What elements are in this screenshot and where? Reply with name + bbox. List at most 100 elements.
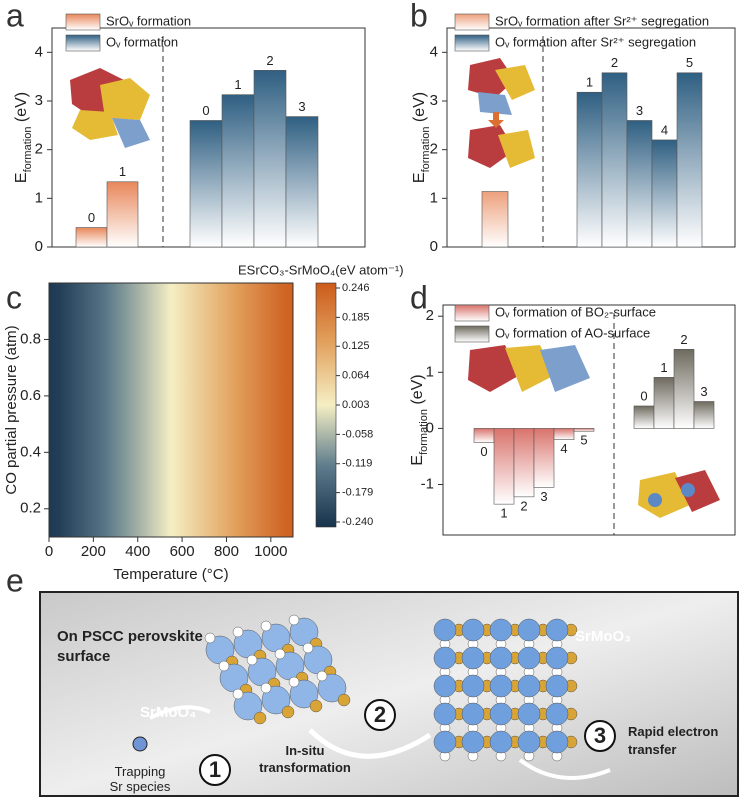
bar (481, 191, 509, 248)
bar-label: 4 (560, 441, 567, 456)
bar (106, 181, 139, 248)
panel-label: a (6, 0, 24, 33)
plot-frame (48, 282, 294, 538)
heat-cell (237, 283, 261, 537)
atom (232, 688, 244, 700)
structure-sketch (70, 58, 720, 518)
panel-label: c (6, 279, 22, 315)
bar (221, 94, 255, 248)
legend-swatch (454, 325, 490, 343)
atom (461, 646, 485, 670)
atom (204, 632, 216, 644)
atom (288, 614, 300, 626)
legend-swatch (454, 13, 490, 31)
atom (433, 618, 457, 642)
bar (553, 428, 575, 440)
atom (233, 691, 263, 721)
atom (433, 702, 457, 726)
atom (545, 702, 569, 726)
bar-label: 1 (119, 164, 126, 179)
heat-cell (82, 283, 105, 537)
arrow (308, 728, 432, 759)
atom (545, 646, 569, 670)
y-tick-label: 2 (430, 141, 438, 158)
y-tick-label: 1 (426, 363, 434, 380)
bar (693, 401, 715, 429)
x-axis-label: Temperature (°C) (113, 566, 228, 583)
atom (489, 730, 513, 754)
atom (253, 711, 267, 725)
bar (573, 428, 595, 432)
bar (75, 227, 108, 248)
bar (473, 428, 495, 443)
atom (260, 620, 272, 632)
illustration-frame (39, 591, 739, 797)
heat-cell (104, 283, 128, 537)
atom (517, 618, 541, 642)
heat-cell (148, 283, 172, 537)
step-number: 1 (209, 757, 221, 782)
colorbar (315, 282, 337, 528)
atom (289, 679, 319, 709)
heat-cell (126, 283, 150, 537)
bar (673, 349, 695, 429)
legend-label: Oᵥ formation after Sr²⁺ segregation (495, 34, 696, 49)
atom (461, 702, 485, 726)
atom (461, 674, 485, 698)
x-tick-label: 400 (125, 543, 150, 560)
colorbar-tick-label: 0.064 (342, 370, 370, 382)
bar-label: 3 (298, 99, 305, 114)
y-tick-label: 0.8 (20, 330, 41, 347)
bar (626, 120, 653, 248)
y-tick-label: 0.4 (20, 443, 41, 460)
legend-swatch (65, 34, 101, 52)
heatmap (49, 283, 293, 537)
atom (281, 705, 295, 719)
atom (545, 730, 569, 754)
bar (576, 91, 603, 248)
y-axis-label: Eformation (eV) (411, 92, 432, 183)
illustration: On PSCC perovskite surface SrMoO₄ Trappin… (39, 591, 739, 797)
bar (601, 72, 628, 248)
heat-cell (171, 283, 194, 537)
x-tick-label: 600 (170, 543, 195, 560)
y-axis-label: CO partial pressure (atm) (3, 325, 20, 494)
heat-cell (49, 283, 61, 537)
atom (517, 674, 541, 698)
step-badge (584, 720, 616, 752)
atom (261, 685, 291, 715)
atom (545, 674, 569, 698)
bar (633, 405, 655, 429)
legend-label: Oᵥ formation (106, 34, 178, 49)
y-axis-label: Eformation (eV) (13, 92, 34, 183)
y-tick-label: 3 (35, 92, 43, 109)
atom (288, 676, 300, 688)
arrow (149, 705, 211, 720)
bar (493, 428, 515, 505)
bar-label: 3 (700, 384, 707, 399)
legend-swatch (65, 13, 101, 31)
atom (433, 646, 457, 670)
heat-cell (259, 283, 283, 537)
bar (676, 72, 703, 248)
atom (260, 682, 272, 694)
heat-cell (215, 283, 239, 537)
bar (513, 428, 535, 498)
bar-label: 1 (500, 506, 507, 521)
bar-label: 1 (234, 77, 241, 92)
colorbar-tick-label: -0.240 (342, 516, 373, 528)
colorbar-tick-label: -0.179 (342, 487, 373, 499)
panel-label: b (410, 0, 428, 33)
bar (253, 70, 287, 248)
colorbar-tick-label: 0.125 (342, 340, 370, 352)
atom (218, 660, 230, 672)
y-tick-label: 0.2 (20, 500, 41, 517)
colorbar-tick-label: 0.003 (342, 399, 370, 411)
step-number: 2 (374, 702, 386, 727)
atom (545, 618, 569, 642)
bar-label: 1 (660, 360, 667, 375)
x-tick-label: 200 (81, 543, 106, 560)
transfer-label: Rapid electron transfer (628, 724, 718, 757)
y-tick-label: 1 (430, 189, 438, 206)
